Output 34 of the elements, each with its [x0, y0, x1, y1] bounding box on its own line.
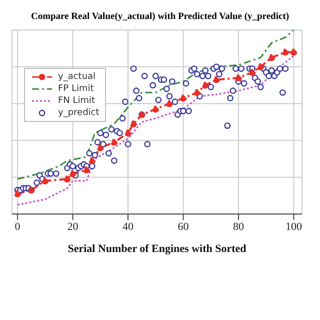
point [14, 190, 22, 198]
point [42, 177, 49, 184]
point [257, 63, 264, 70]
point [96, 144, 104, 152]
point [130, 120, 138, 128]
point [194, 89, 201, 96]
point [64, 176, 71, 183]
legend-label: y_predict [58, 107, 100, 119]
legend-label: y_actual [58, 71, 96, 83]
x-axis-title: Serial Number of Engines with Sorted [68, 243, 246, 255]
point [290, 48, 298, 56]
point [202, 82, 209, 89]
point [212, 76, 220, 84]
chart-title: Compare Real Value(y_actual) with Predicted Value (y_predict) [30, 11, 290, 24]
x-tick-label: 60 [178, 220, 190, 233]
point [282, 48, 289, 56]
point [69, 170, 76, 178]
x-tick-label: 80 [232, 220, 244, 233]
point [83, 166, 90, 174]
point [180, 94, 187, 102]
x-tick-label: 40 [122, 220, 134, 233]
legend-label: FN Limit [58, 95, 96, 107]
x-tick-label: 100 [285, 220, 302, 233]
point [248, 68, 256, 76]
point [166, 100, 173, 108]
legend-label: FP Limit [58, 83, 94, 95]
point [110, 138, 118, 146]
x-tick-label: 0 [14, 220, 21, 233]
point [152, 106, 160, 113]
point [88, 157, 96, 164]
point [124, 130, 132, 137]
x-tick-label: 20 [67, 220, 79, 233]
point [268, 54, 276, 62]
point [234, 74, 242, 82]
